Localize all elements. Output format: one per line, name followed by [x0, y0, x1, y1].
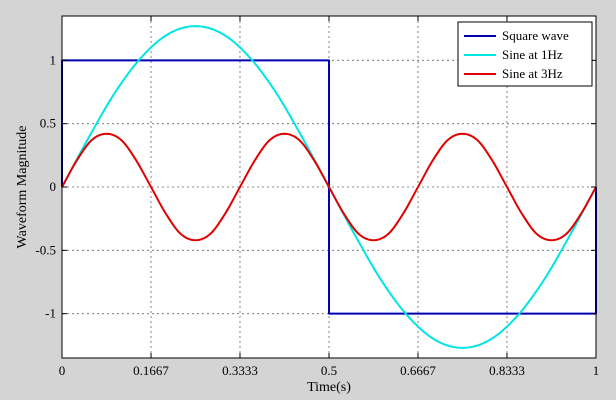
- y-tick-label: 0.5: [40, 116, 56, 131]
- legend-entry: Square wave: [502, 28, 569, 43]
- x-tick-label: 0.8333: [489, 363, 525, 378]
- x-tick-label: 0.1667: [133, 363, 169, 378]
- sine-3hz-line: [61, 132, 597, 242]
- x-tick-label: 0.5: [321, 363, 337, 378]
- y-tick-label: 1: [50, 52, 57, 67]
- axis-ticks: 0 0.1667 0.3333 0.5 0.6667 0.8333 1 -1 -0.5 0 0.5 1: [35, 16, 599, 378]
- legend-entry: Sine at 3Hz: [502, 66, 563, 81]
- x-tick-label: 0.6667: [400, 363, 436, 378]
- x-tick-label: 1: [593, 363, 600, 378]
- y-tick-label: -1: [45, 306, 56, 321]
- x-tick-label: 0: [59, 363, 66, 378]
- x-axis-label: Time(s): [307, 380, 351, 395]
- legend-entry: Sine at 1Hz: [502, 47, 563, 62]
- y-axis-label: Waveform Magnitude: [15, 126, 30, 249]
- y-tick-label: -0.5: [35, 242, 56, 257]
- y-tick-label: 0: [50, 179, 57, 194]
- legend: Square wave Sine at 1Hz Sine at 3Hz: [457, 21, 593, 87]
- x-tick-label: 0.3333: [222, 363, 258, 378]
